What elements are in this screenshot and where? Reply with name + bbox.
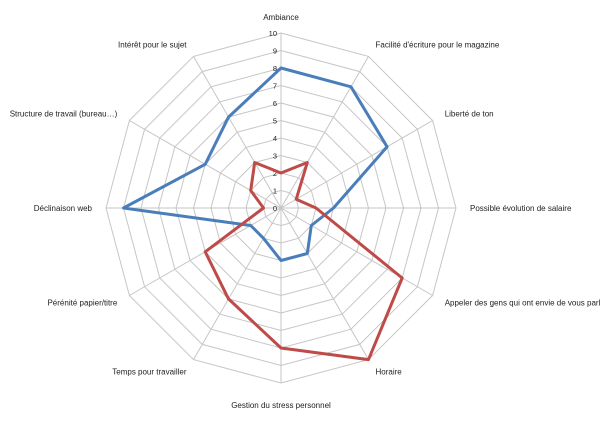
radar-spoke bbox=[193, 56, 282, 209]
category-labels: Ambiance Facilité d'écriture pour le maga… bbox=[10, 13, 600, 410]
radar-spoke bbox=[280, 207, 369, 360]
category-label: Ambiance bbox=[263, 13, 299, 22]
radar-series bbox=[122, 66, 404, 362]
tick-label: 1 bbox=[273, 187, 277, 196]
series-line bbox=[203, 161, 404, 362]
tick-label: 4 bbox=[273, 134, 277, 143]
radial-tick-labels: 0 1 2 3 4 5 6 7 8 9 10 bbox=[269, 29, 277, 213]
tick-label: 10 bbox=[269, 29, 277, 38]
category-label: Horaire bbox=[376, 368, 403, 377]
category-label: Facilité d'écriture pour le magazine bbox=[376, 40, 500, 49]
radar-spokes bbox=[106, 33, 456, 383]
category-label: Déclinaison web bbox=[34, 204, 93, 213]
radar-spoke bbox=[280, 207, 433, 296]
category-label: Possible évolution de salaire bbox=[470, 204, 572, 213]
category-label: Liberté de ton bbox=[445, 110, 494, 119]
category-label: Pérénité papier/titre bbox=[47, 299, 117, 308]
tick-label: 7 bbox=[273, 82, 277, 91]
tick-label: 8 bbox=[273, 64, 277, 73]
category-label: Gestion du stress personnel bbox=[231, 401, 331, 410]
tick-label: 0 bbox=[273, 204, 277, 213]
tick-label: 3 bbox=[273, 152, 277, 161]
category-label: Intérêt pour le sujet bbox=[118, 40, 187, 49]
radar-spoke bbox=[280, 56, 369, 209]
tick-label: 2 bbox=[273, 169, 277, 178]
radar-spoke bbox=[193, 207, 282, 360]
tick-label: 9 bbox=[273, 47, 277, 56]
category-label: Appeler des gens qui ont envie de vous p… bbox=[445, 299, 600, 308]
tick-label: 6 bbox=[273, 99, 277, 108]
series-line bbox=[122, 66, 389, 262]
radar-spoke bbox=[280, 120, 433, 209]
category-label: Structure de travail (bureau…) bbox=[10, 110, 118, 119]
category-label: Temps pour travailler bbox=[112, 368, 187, 377]
tick-label: 5 bbox=[273, 117, 277, 126]
